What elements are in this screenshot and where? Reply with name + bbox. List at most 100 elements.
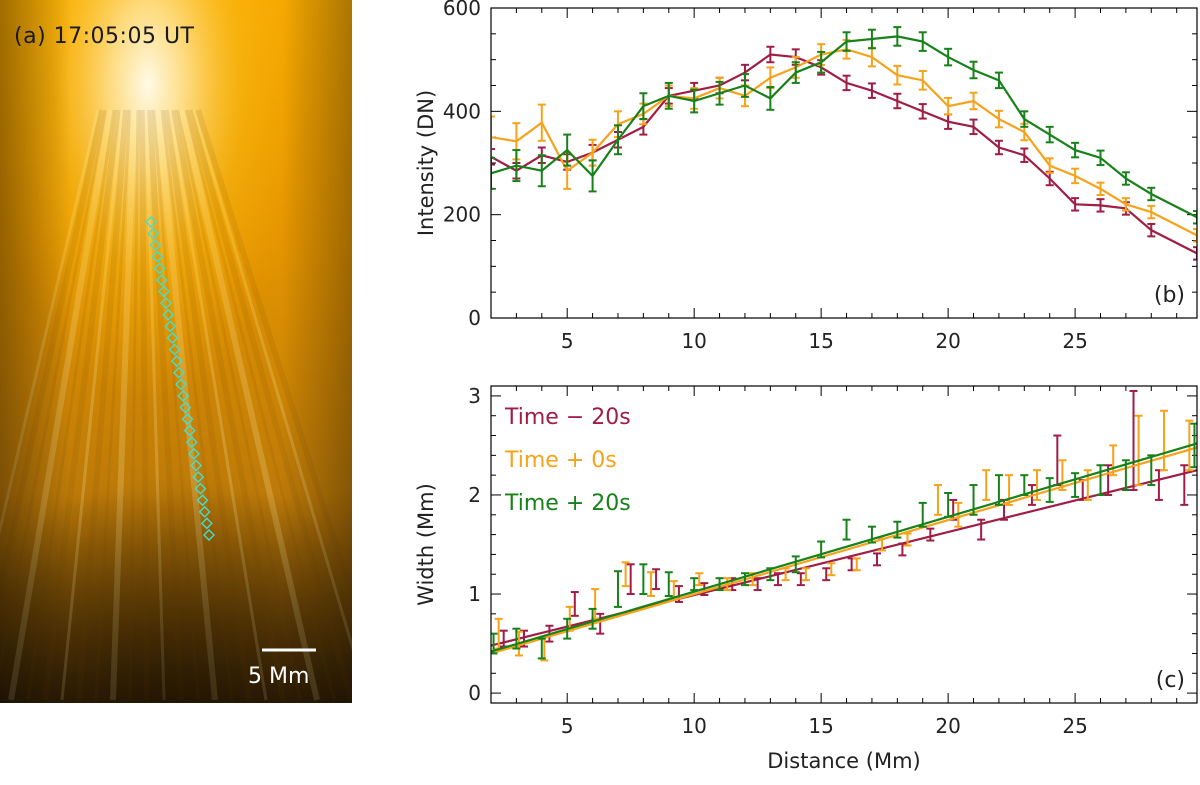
error-bar <box>1096 464 1105 496</box>
track-diamond <box>172 366 185 379</box>
error-bar <box>918 31 927 52</box>
x-tick-label: 20 <box>935 714 960 738</box>
panel-a-image: (a) 17:05:05 UT 5 Mm <box>0 0 352 703</box>
sample-track <box>145 216 215 541</box>
error-bar <box>1147 204 1156 220</box>
error-bar <box>766 86 775 111</box>
error-bar <box>893 64 902 86</box>
track-diamond <box>175 378 188 391</box>
panel-label: (c) <box>1156 668 1185 693</box>
error-bar <box>1193 228 1197 243</box>
error-bar <box>512 149 521 183</box>
error-bar <box>512 627 521 650</box>
error-bar <box>613 570 622 608</box>
track-diamond <box>145 216 157 228</box>
error-bar <box>969 118 978 136</box>
track-diamond <box>155 273 168 286</box>
x-tick-label: 10 <box>681 329 706 353</box>
fit-line <box>491 442 1197 653</box>
error-bar <box>537 154 546 188</box>
error-bar <box>1190 422 1197 469</box>
error-bar <box>969 91 978 111</box>
error-bar <box>639 92 648 121</box>
x-tick-label: 15 <box>808 329 833 353</box>
error-bar <box>596 612 605 635</box>
y-axis-label: Intensity (DN) <box>414 90 438 236</box>
x-tick-label: 25 <box>1062 714 1087 738</box>
track-diamond <box>151 250 164 263</box>
error-bar <box>842 74 851 92</box>
track-diamond <box>181 413 194 426</box>
error-bar <box>1109 444 1118 477</box>
error-bar <box>1045 125 1054 144</box>
y-tick-label: 200 <box>443 203 481 227</box>
axes-frame <box>490 7 1198 319</box>
track-diamond <box>200 517 213 530</box>
error-bar <box>1193 246 1197 261</box>
error-bar <box>1096 149 1105 167</box>
axes-frame <box>490 385 1198 704</box>
track-diamond <box>203 529 215 541</box>
legend-entry: Time − 20s <box>504 405 631 430</box>
track-diamond <box>170 355 183 368</box>
error-bar <box>933 484 942 516</box>
track-diamond <box>179 401 192 414</box>
error-bar <box>1071 472 1080 498</box>
y-tick-label: 3 <box>468 384 481 408</box>
error-bar <box>669 580 678 599</box>
error-bar <box>842 518 851 541</box>
scale-bar-label: 5 Mm <box>248 664 310 689</box>
series-2 <box>491 39 1197 243</box>
error-bar <box>867 82 876 99</box>
error-bar <box>491 156 495 190</box>
y-tick-label: 600 <box>443 0 481 20</box>
track-diamond <box>166 331 179 344</box>
panel-a-label: (a) 17:05:05 UT <box>14 24 195 49</box>
track-diamond <box>168 343 181 356</box>
error-bar <box>740 572 749 587</box>
error-bar <box>827 562 836 577</box>
error-bar <box>1159 409 1168 472</box>
fit-line <box>491 446 1197 655</box>
error-bar <box>1193 210 1197 225</box>
x-tick-label: 20 <box>935 329 960 353</box>
error-bar <box>918 501 927 528</box>
error-bar <box>715 80 724 106</box>
x-tick-label: 5 <box>561 329 574 353</box>
panel-b-intensity-plot: 5 10 15 20 25 0 200 400 600 Intensity (DN) (b) <box>414 0 1198 353</box>
series-line <box>491 35 1197 219</box>
error-bar <box>994 474 1003 506</box>
x-tick-label: 5 <box>561 714 574 738</box>
error-bar <box>944 47 953 67</box>
error-bar <box>1134 414 1143 487</box>
error-bar <box>842 31 851 52</box>
track-diamond <box>198 505 211 518</box>
error-bar <box>994 139 1003 156</box>
error-bar <box>1096 181 1105 197</box>
series-line <box>491 53 1197 255</box>
track-diamond <box>147 227 160 240</box>
track-diamond <box>157 285 170 298</box>
error-bar <box>1020 474 1029 496</box>
y-axis-label: Width (Mm) <box>414 483 438 606</box>
track-diamond <box>190 459 203 472</box>
error-bar <box>791 61 800 84</box>
error-bar <box>1045 477 1054 503</box>
error-bar <box>893 26 902 47</box>
error-bar <box>570 591 579 617</box>
error-bar <box>664 81 673 110</box>
error-bar <box>1071 197 1080 212</box>
error-bar <box>994 109 1003 129</box>
x-tick-label: 25 <box>1062 329 1087 353</box>
track-diamond <box>185 436 198 449</box>
error-bar <box>982 469 991 501</box>
track-diamond <box>149 239 162 252</box>
error-bar <box>781 567 790 582</box>
error-bar <box>1180 464 1189 506</box>
solar-image <box>0 0 352 703</box>
error-bar <box>918 103 927 120</box>
track-diamond <box>162 308 175 321</box>
error-bar <box>588 159 597 193</box>
error-bar <box>1147 186 1156 202</box>
